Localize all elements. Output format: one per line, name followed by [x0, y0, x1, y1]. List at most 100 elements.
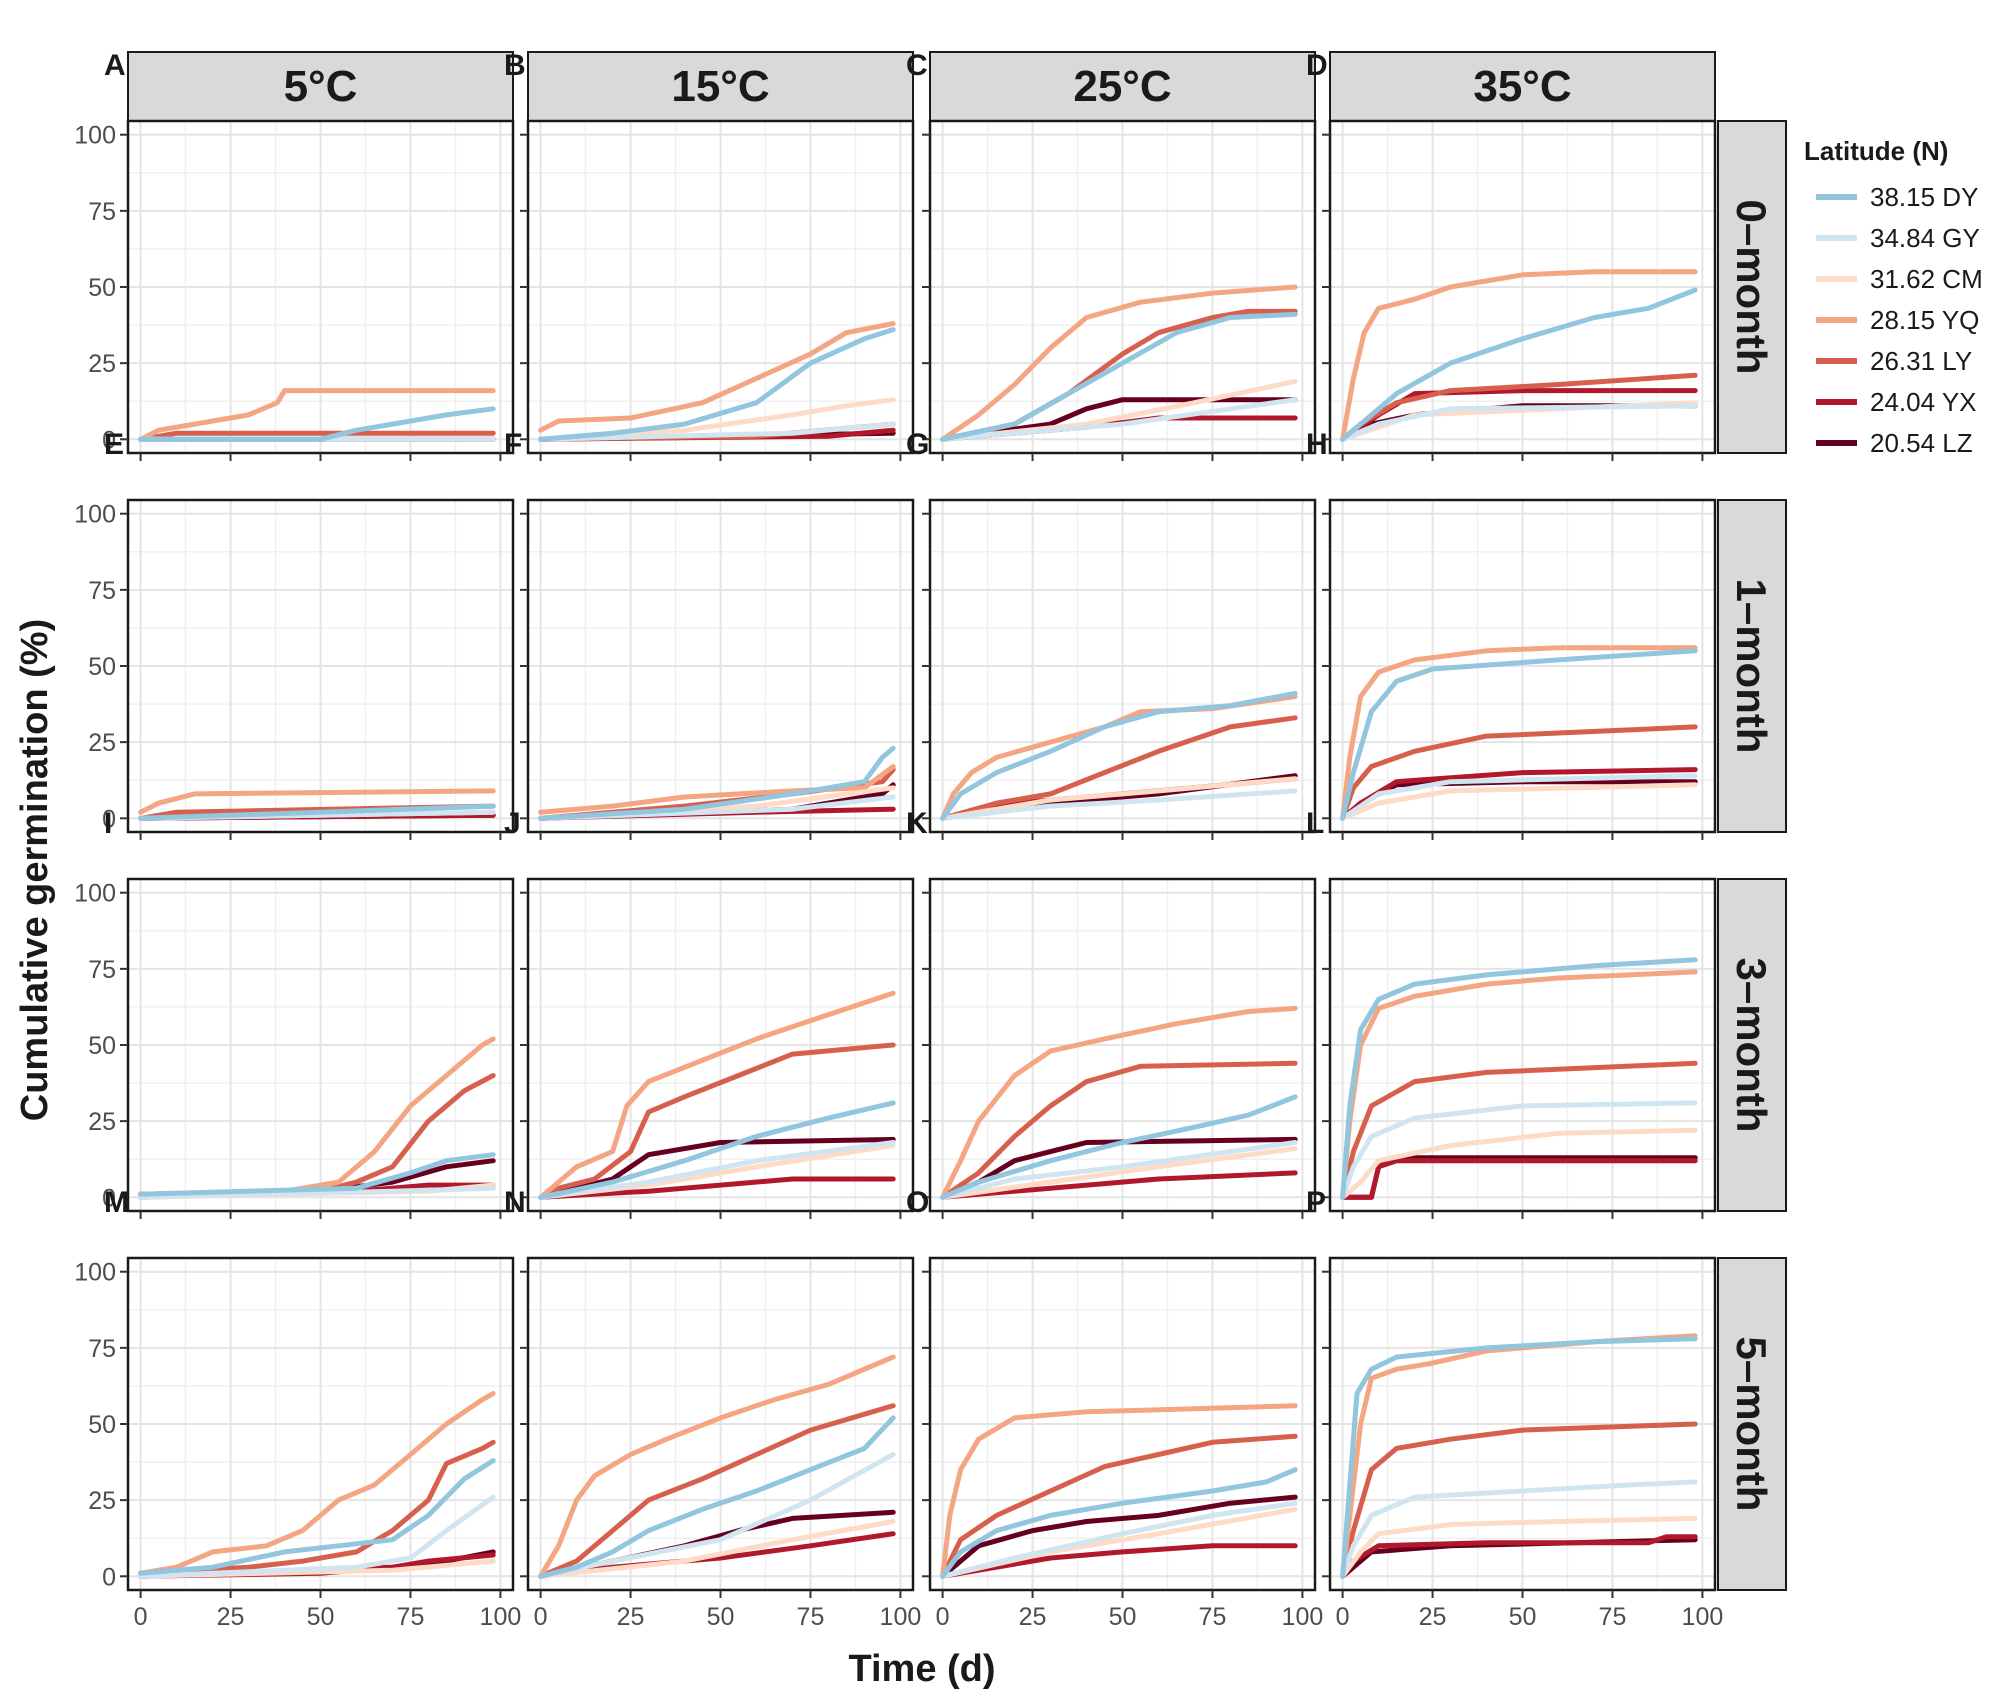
series-line-5: [940, 715, 1298, 821]
panel-letter: C: [906, 49, 928, 82]
y-tick-label: 100: [74, 501, 116, 529]
legend-label: 20.54 LZ: [1870, 428, 1973, 458]
column-strip-label: 5°C: [284, 62, 358, 111]
series-line-5: [1340, 724, 1698, 821]
series-line-1: [538, 1100, 896, 1200]
panel: O 0 25 50 75 100: [906, 1186, 1323, 1631]
y-tick-label: 100: [74, 1259, 116, 1287]
series-line-4: [538, 321, 896, 433]
column-strip: 15°C: [527, 51, 914, 122]
series-line-4: [138, 388, 496, 442]
series-line-5: [538, 1042, 896, 1200]
series-line-1: [1340, 1336, 1698, 1579]
x-tick-label: 0: [134, 1603, 148, 1631]
x-tick-label: 100: [1682, 1603, 1724, 1631]
series-line-5: [1340, 1060, 1698, 1200]
x-tick-label: 25: [217, 1603, 245, 1631]
series-line-2: [138, 1494, 496, 1579]
x-tick-label: 0: [936, 1603, 950, 1631]
series-line-4: [1340, 645, 1698, 821]
panel-letter: B: [504, 49, 526, 82]
series-line-3: [538, 1519, 896, 1579]
x-tick-label: 0: [1336, 1603, 1350, 1631]
series-line-2: [940, 788, 1298, 821]
series-line-5: [1340, 1421, 1698, 1579]
panel: N 0 25 50 75 100: [504, 1186, 921, 1631]
y-tick-label: 50: [88, 653, 116, 681]
row-strip-box: [1717, 499, 1787, 833]
series-line-1: [538, 745, 896, 821]
series-line-1: [138, 1458, 496, 1576]
panel-letter: A: [104, 49, 126, 82]
y-tick-label: 25: [88, 729, 116, 757]
series-line-5: [940, 1060, 1298, 1200]
x-tick-label: 25: [617, 1603, 645, 1631]
series-line-1: [940, 690, 1298, 821]
series-line-5: [940, 1433, 1298, 1579]
panel-letter: L: [1306, 807, 1324, 840]
x-tick-label: 75: [1599, 1603, 1627, 1631]
column-strip-box: [127, 51, 514, 122]
y-tick-label: 50: [88, 1032, 116, 1060]
y-tick-label: 25: [88, 350, 116, 378]
panel-letter: P: [1306, 1186, 1326, 1219]
legend: Latitude (N) 38.15 DY 34.84 GY 31.62 CM 28.1…: [1804, 136, 1983, 458]
series-line-4: [538, 764, 896, 815]
series-line-6: [940, 1170, 1298, 1200]
x-tick-label: 25: [1019, 1603, 1047, 1631]
series-line-4: [138, 1391, 496, 1576]
legend-label: 31.62 CM: [1870, 264, 1983, 294]
series-line-1: [138, 1152, 496, 1197]
series-line-2: [1340, 1479, 1698, 1579]
series-line-2: [538, 1140, 896, 1200]
column-strip-box: [527, 51, 914, 122]
series-line-7: [940, 397, 1298, 442]
panel-letter: M: [104, 1186, 129, 1219]
column-strip-label: 25°C: [1073, 62, 1171, 111]
column-strip-box: [929, 51, 1316, 122]
x-tick-label: 50: [307, 1603, 335, 1631]
y-tick-label: 25: [88, 1108, 116, 1136]
panel-letter: H: [1306, 428, 1328, 461]
y-tick-label: 75: [88, 1335, 116, 1363]
series-line-5: [138, 1439, 496, 1576]
series-line-1: [1340, 648, 1698, 821]
series-line-2: [940, 1500, 1298, 1579]
row-strip-label: 3–month: [1728, 957, 1775, 1132]
series-line-4: [538, 1354, 896, 1579]
series-line-3: [538, 397, 896, 442]
y-axis-title: Cumulative germination (%): [14, 619, 56, 1122]
panel: C: [906, 49, 1317, 461]
series-line-4: [940, 1403, 1298, 1579]
x-axis-title: Time (d): [848, 1648, 995, 1690]
series-line-2: [1340, 773, 1698, 821]
x-tick-label: 25: [1419, 1603, 1447, 1631]
x-tick-label: 75: [397, 1603, 425, 1631]
y-tick-label: 100: [74, 880, 116, 908]
row-strip: 0–month: [1717, 120, 1787, 454]
panel: F: [504, 428, 915, 840]
panel-letter: N: [504, 1186, 526, 1219]
series-line-3: [1340, 782, 1698, 821]
panel: D: [1306, 49, 1717, 461]
x-tick-label: 50: [707, 1603, 735, 1631]
column-strip: 5°C: [127, 51, 514, 122]
row-strip-box: [1717, 878, 1787, 1212]
panel: G: [906, 428, 1317, 840]
row-strip-label: 5–month: [1728, 1336, 1775, 1511]
row-strip-box: [1717, 120, 1787, 454]
panel: P 0 25 50 75 100: [1306, 1186, 1723, 1631]
legend-label: 26.31 LY: [1870, 346, 1972, 376]
row-strip-box: [1717, 1257, 1787, 1591]
series-line-1: [940, 311, 1298, 442]
column-strip: 35°C: [1329, 51, 1716, 122]
series-line-2: [940, 397, 1298, 442]
series-line-1: [138, 406, 496, 442]
panel-letter: D: [1306, 49, 1328, 82]
x-tick-label: 100: [480, 1603, 522, 1631]
x-tick-label: 100: [1282, 1603, 1324, 1631]
panel: A 0 25 50 75 100: [74, 49, 515, 461]
series-line-3: [1340, 1127, 1698, 1200]
